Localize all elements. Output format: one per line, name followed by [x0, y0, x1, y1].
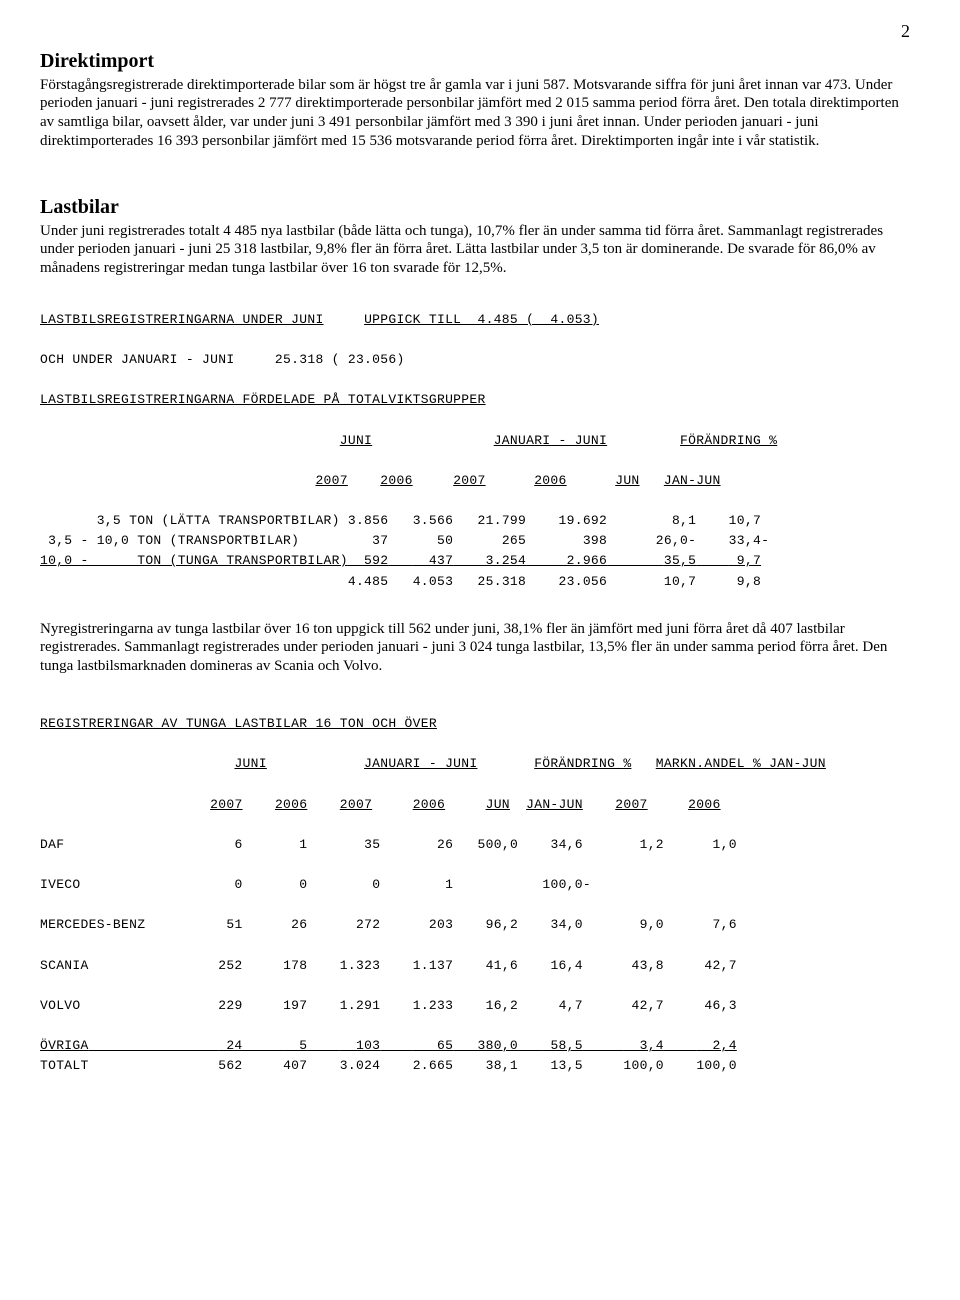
table-heavy-brands: REGISTRERINGAR AV TUNGA LASTBILAR 16 TON… — [40, 714, 910, 1077]
table-weight-groups: LASTBILSREGISTRERINGARNA UNDER JUNI UPPG… — [40, 310, 910, 592]
page-number: 2 — [40, 20, 910, 43]
para-direktimport: Förstagångsregistrerade direktimporterad… — [40, 76, 910, 151]
para-heavy-trucks: Nyregistreringarna av tunga lastbilar öv… — [40, 620, 910, 676]
para-lastbilar: Under juni registrerades totalt 4 485 ny… — [40, 222, 910, 278]
heading-lastbilar: Lastbilar — [40, 195, 910, 220]
heading-direktimport: Direktimport — [40, 49, 910, 74]
